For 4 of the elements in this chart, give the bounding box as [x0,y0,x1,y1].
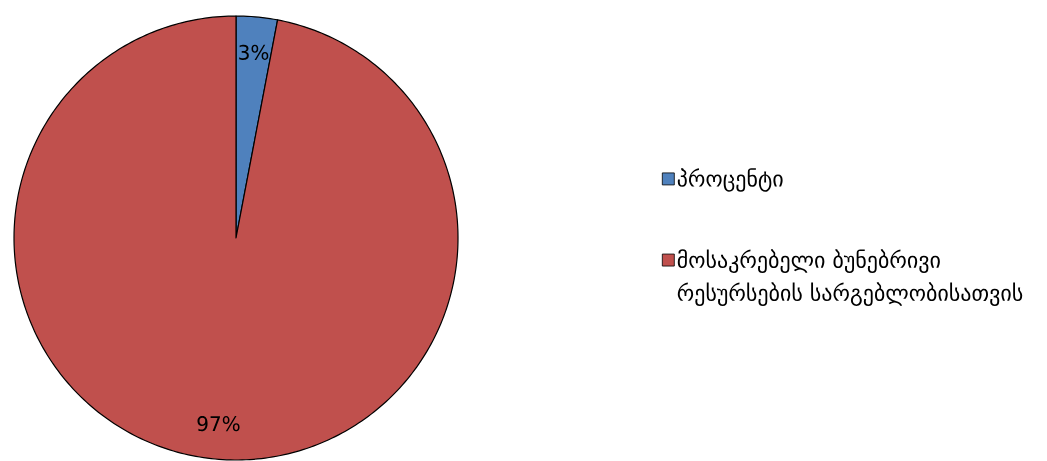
legend-label: პროცენტი [677,168,783,192]
data-label: 97% [197,416,240,432]
legend-label: მოსაკრებელი ბუნებრივი რესურსების სარგებლობისათვის [677,249,1023,306]
data-label: 3% [239,44,269,60]
